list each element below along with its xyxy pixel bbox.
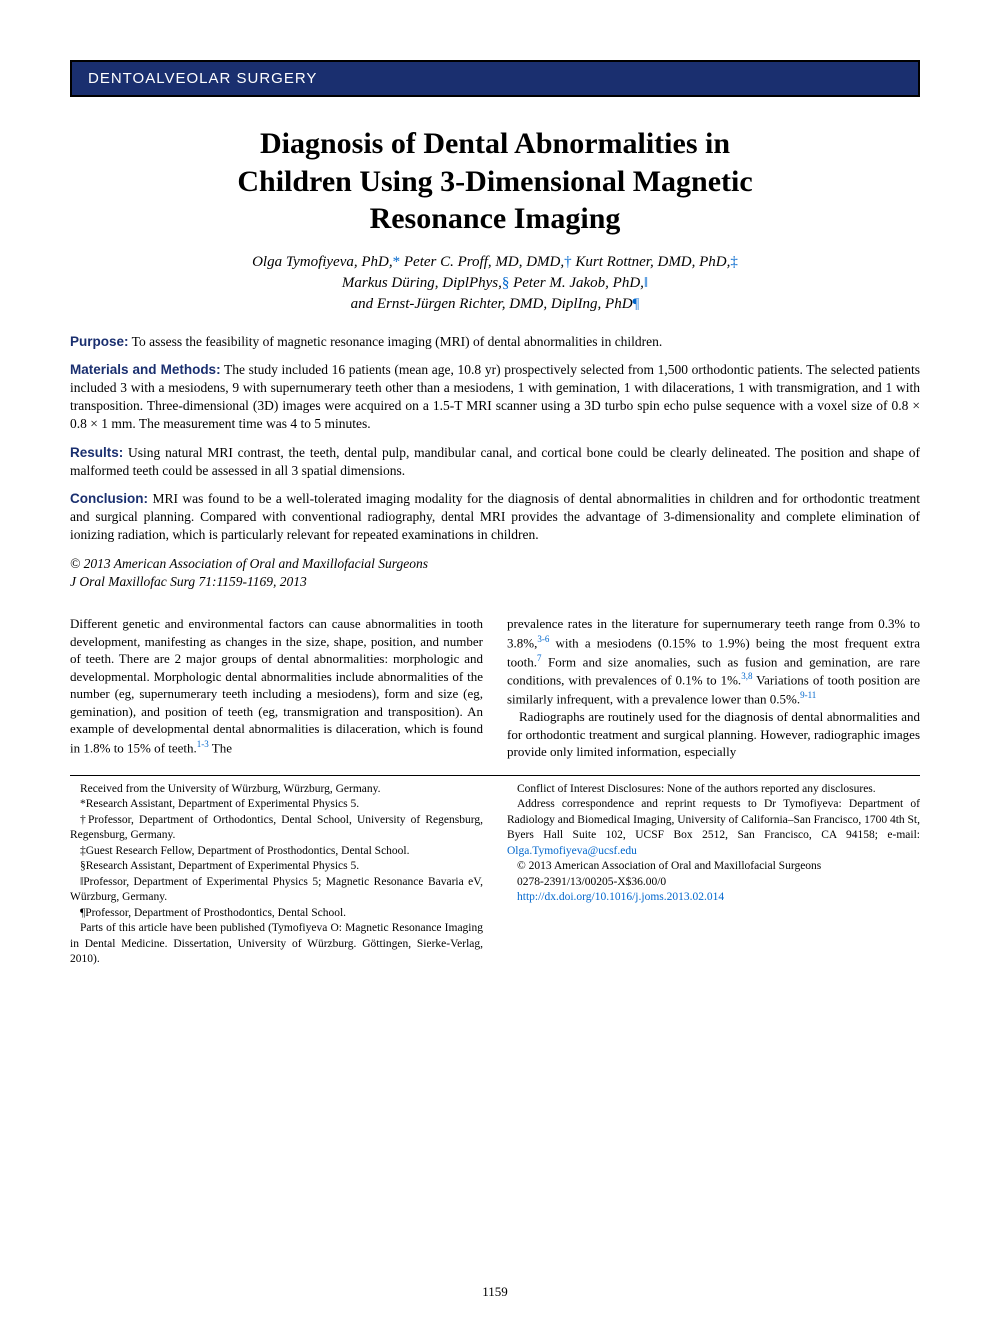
title-line: Children Using 3-Dimensional Magnetic bbox=[237, 165, 752, 198]
affil-symbol: ‡ bbox=[730, 254, 738, 270]
footnote-line: †Professor, Department of Orthodontics, … bbox=[70, 813, 483, 844]
author-text: Kurt Rottner, DMD, PhD, bbox=[572, 254, 731, 270]
author-text: and Ernst-Jürgen Richter, DMD, DiplIng, … bbox=[351, 296, 633, 312]
abstract-citation: J Oral Maxillofac Surg 71:1159-1169, 201… bbox=[70, 573, 920, 591]
footnote-line: Parts of this article have been publishe… bbox=[70, 921, 483, 968]
email-link[interactable]: Olga.Tymofiyeva@ucsf.edu bbox=[507, 845, 637, 857]
abstract-label: Conclusion: bbox=[70, 491, 148, 506]
body-text: Different genetic and environmental fact… bbox=[70, 616, 483, 755]
footnote-line: §Research Assistant, Department of Exper… bbox=[70, 859, 483, 875]
abstract-text: To assess the feasibility of magnetic re… bbox=[129, 334, 663, 349]
author-text: Peter M. Jakob, PhD, bbox=[509, 275, 644, 291]
abstract-methods: Materials and Methods: The study include… bbox=[70, 361, 920, 434]
body-column-right: prevalence rates in the literature for s… bbox=[507, 615, 920, 761]
abstract-text: Using natural MRI contrast, the teeth, d… bbox=[70, 445, 920, 478]
footnote-column-left: Received from the University of Würzburg… bbox=[70, 782, 483, 968]
affil-symbol: * bbox=[393, 254, 401, 270]
author-text: Olga Tymofiyeva, PhD, bbox=[252, 254, 393, 270]
title-line: Diagnosis of Dental Abnormalities in bbox=[260, 127, 730, 160]
footnotes: Received from the University of Würzburg… bbox=[70, 775, 920, 968]
abstract: Purpose: To assess the feasibility of ma… bbox=[70, 333, 920, 592]
footnote-column-right: Conflict of Interest Disclosures: None o… bbox=[507, 782, 920, 968]
article-title: Diagnosis of Dental Abnormalities in Chi… bbox=[70, 125, 920, 238]
body-paragraph: prevalence rates in the literature for s… bbox=[507, 615, 920, 708]
affil-symbol: ‖ bbox=[644, 275, 648, 291]
reference-link[interactable]: 9-11 bbox=[800, 690, 816, 700]
footnote-line: http://dx.doi.org/10.1016/j.joms.2013.02… bbox=[507, 890, 920, 906]
affil-symbol: † bbox=[564, 254, 572, 270]
reference-link[interactable]: 3-6 bbox=[537, 634, 549, 644]
doi-link[interactable]: http://dx.doi.org/10.1016/j.joms.2013.02… bbox=[517, 891, 724, 903]
body-text: The bbox=[209, 740, 232, 755]
body-paragraph: Different genetic and environmental fact… bbox=[70, 615, 483, 757]
footnote-line: Received from the University of Würzburg… bbox=[70, 782, 483, 798]
footnote-line: Conflict of Interest Disclosures: None o… bbox=[507, 782, 920, 798]
body-columns: Different genetic and environmental fact… bbox=[70, 615, 920, 761]
section-banner: DENTOALVEOLAR SURGERY bbox=[70, 60, 920, 97]
page-number: 1159 bbox=[0, 1284, 990, 1300]
footnote-line: ‖Professor, Department of Experimental P… bbox=[70, 875, 483, 906]
footnote-line: ‡Guest Research Fellow, Department of Pr… bbox=[70, 844, 483, 860]
abstract-text: MRI was found to be a well-tolerated ima… bbox=[70, 491, 920, 542]
footnote-text: Address correspondence and reprint reque… bbox=[507, 798, 920, 841]
footnote-line: Address correspondence and reprint reque… bbox=[507, 797, 920, 859]
footnote-line: 0278-2391/13/00205-X$36.00/0 bbox=[507, 875, 920, 891]
author-list: Olga Tymofiyeva, PhD,* Peter C. Proff, M… bbox=[70, 252, 920, 315]
affil-symbol: ¶ bbox=[633, 296, 640, 312]
body-column-left: Different genetic and environmental fact… bbox=[70, 615, 483, 761]
reference-link[interactable]: 3,8 bbox=[741, 671, 752, 681]
reference-link[interactable]: 1-3 bbox=[197, 739, 209, 749]
footnote-line: © 2013 American Association of Oral and … bbox=[507, 859, 920, 875]
abstract-label: Materials and Methods: bbox=[70, 362, 221, 377]
footnote-line: ¶Professor, Department of Prosthodontics… bbox=[70, 906, 483, 922]
author-text: Markus Düring, DiplPhys, bbox=[342, 275, 502, 291]
abstract-purpose: Purpose: To assess the feasibility of ma… bbox=[70, 333, 920, 351]
abstract-label: Purpose: bbox=[70, 334, 129, 349]
abstract-conclusion: Conclusion: MRI was found to be a well-t… bbox=[70, 490, 920, 545]
abstract-results: Results: Using natural MRI contrast, the… bbox=[70, 444, 920, 480]
title-line: Resonance Imaging bbox=[370, 202, 621, 235]
body-paragraph: Radiographs are routinely used for the d… bbox=[507, 708, 920, 761]
footnote-line: *Research Assistant, Department of Exper… bbox=[70, 797, 483, 813]
author-text: Peter C. Proff, MD, DMD, bbox=[400, 254, 564, 270]
abstract-copyright: © 2013 American Association of Oral and … bbox=[70, 555, 920, 573]
abstract-label: Results: bbox=[70, 445, 123, 460]
